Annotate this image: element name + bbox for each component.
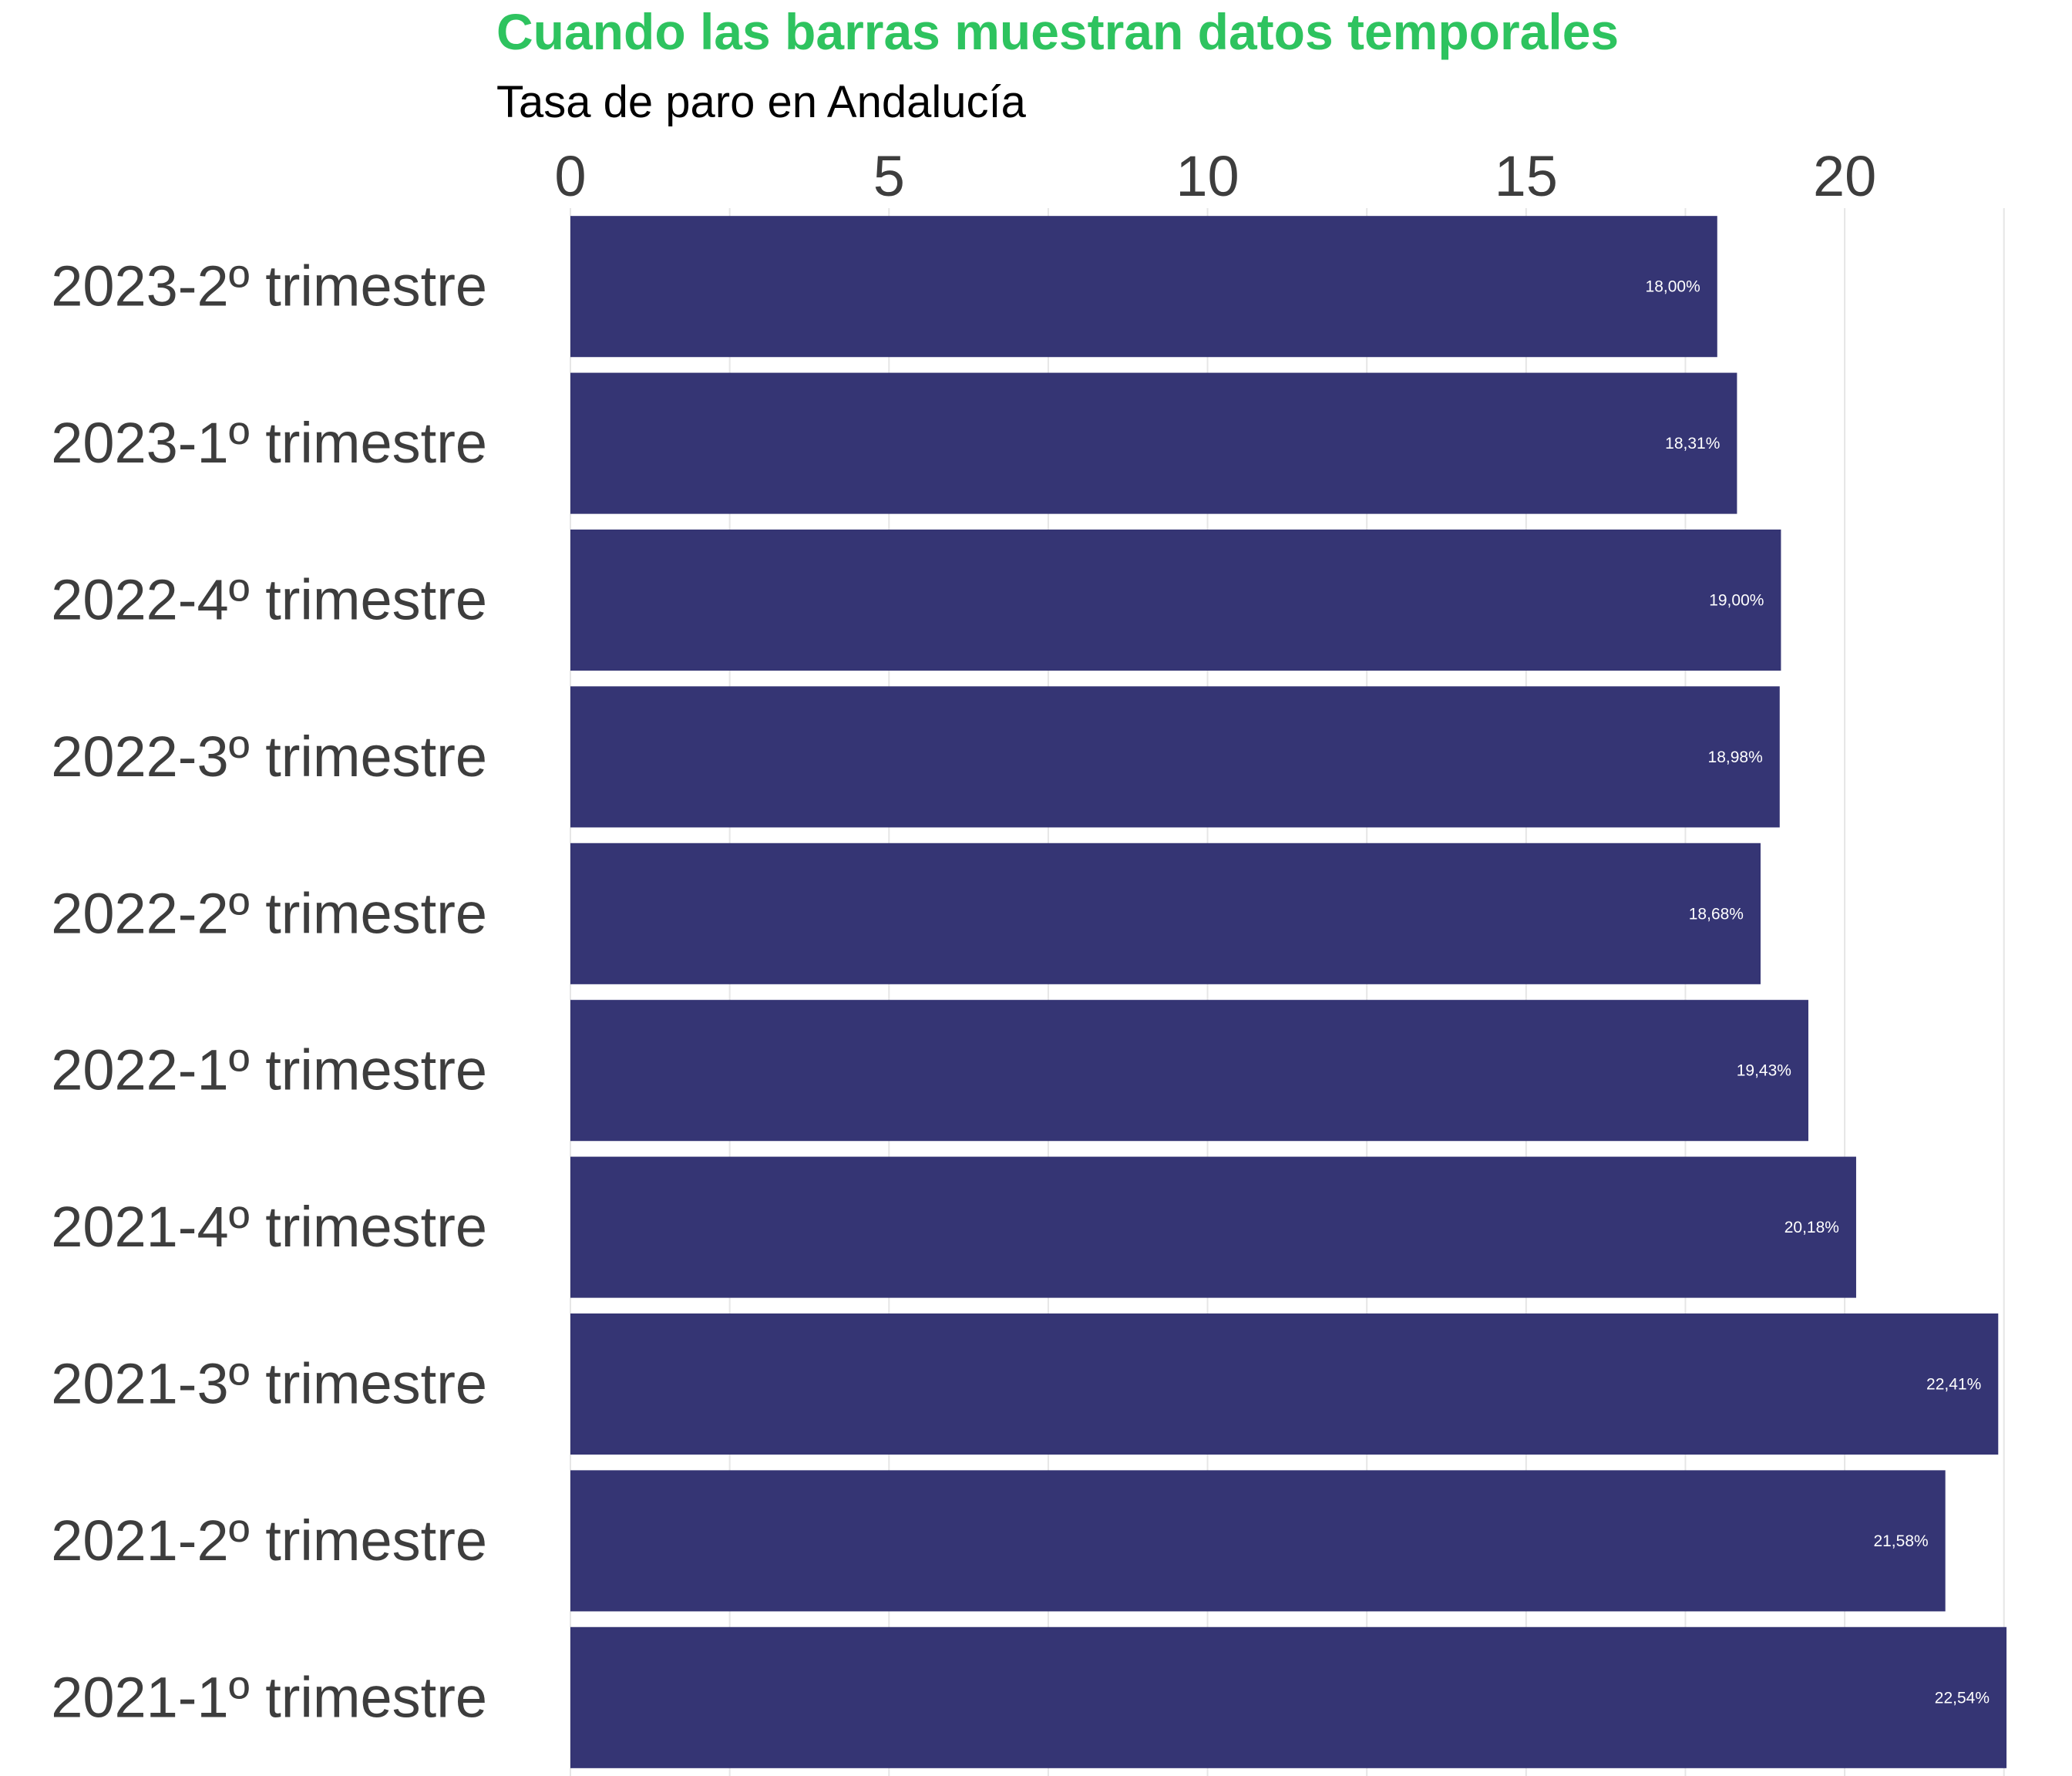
category-label: 2021-3º trimestre	[51, 1352, 487, 1416]
data-label: 18,00%	[1646, 278, 1700, 296]
data-labels: 18,00% 18,31% 19,00% 18,98% 18,68% 19,43% 20,1…	[1646, 278, 1990, 1707]
data-label: 19,43%	[1737, 1062, 1791, 1080]
bar	[570, 216, 1717, 358]
bar	[570, 1626, 2007, 1768]
category-label: 2021-4º trimestre	[51, 1195, 487, 1259]
data-label: 18,68%	[1689, 905, 1744, 923]
category-label: 2022-2º trimestre	[51, 881, 487, 945]
bar	[570, 1000, 1808, 1142]
x-tick-label: 5	[873, 144, 905, 208]
bar	[570, 529, 1781, 671]
category-label: 2022-1º trimestre	[51, 1038, 487, 1102]
data-label: 22,41%	[1926, 1376, 1981, 1394]
category-label: 2023-1º trimestre	[51, 411, 487, 475]
bar	[570, 1156, 1856, 1298]
category-label: 2021-2º trimestre	[51, 1509, 487, 1572]
x-tick-label: 15	[1495, 144, 1558, 208]
category-label: 2021-1º trimestre	[51, 1665, 487, 1729]
data-label: 18,31%	[1665, 435, 1720, 452]
bar	[570, 843, 1761, 984]
y-axis: 2023-2º trimestre 2023-1º trimestre 2022-4…	[51, 254, 487, 1730]
x-tick-label: 10	[1176, 144, 1239, 208]
category-label: 2023-2º trimestre	[51, 254, 487, 318]
category-label: 2022-4º trimestre	[51, 568, 487, 632]
bar	[570, 1313, 1999, 1455]
data-label: 21,58%	[1873, 1532, 1928, 1550]
data-label: 20,18%	[1784, 1219, 1839, 1236]
data-label: 19,00%	[1709, 592, 1764, 610]
x-axis: 0 5 10 15 20	[554, 144, 1876, 208]
data-label: 18,98%	[1708, 748, 1763, 766]
x-tick-label: 20	[1813, 144, 1876, 208]
chart-subtitle: Tasa de paro en Andalucía	[496, 77, 1027, 127]
bars	[570, 216, 2007, 1768]
x-tick-label: 0	[554, 144, 586, 208]
chart-title: Cuando las barras muestran datos tempora…	[496, 3, 1619, 60]
bar	[570, 372, 1737, 514]
category-label: 2022-3º trimestre	[51, 725, 487, 789]
bar	[570, 686, 1780, 828]
bar	[570, 1470, 1946, 1612]
data-label: 22,54%	[1935, 1689, 1990, 1707]
